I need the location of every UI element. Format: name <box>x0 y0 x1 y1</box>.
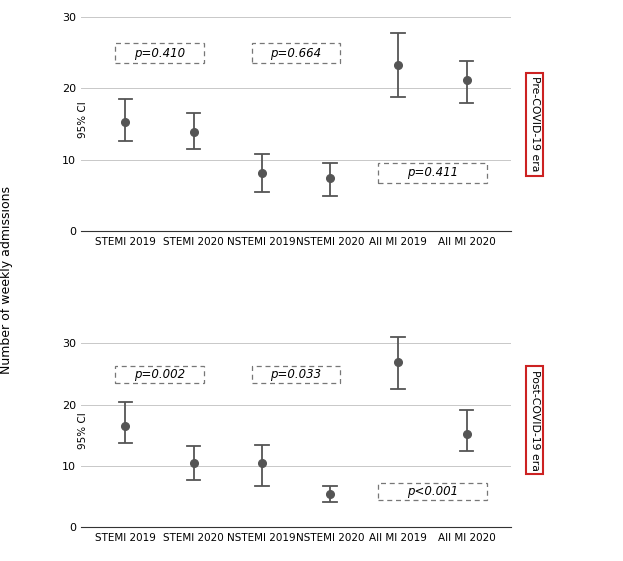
Bar <box>378 482 487 500</box>
Text: Post-COVID-19 era: Post-COVID-19 era <box>530 370 540 471</box>
Text: p=0.411: p=0.411 <box>407 166 458 179</box>
Text: p=0.664: p=0.664 <box>270 47 321 60</box>
Text: p=0.002: p=0.002 <box>134 368 185 381</box>
Bar <box>115 366 204 383</box>
Text: Pre-COVID-19 era: Pre-COVID-19 era <box>530 76 540 172</box>
Bar <box>252 366 340 383</box>
Text: 95% CI: 95% CI <box>78 412 88 449</box>
Text: p<0.001: p<0.001 <box>407 485 458 498</box>
Bar <box>115 43 204 63</box>
Text: 95% CI: 95% CI <box>78 102 88 138</box>
Text: Number of weekly admissions: Number of weekly admissions <box>0 186 12 375</box>
Bar <box>252 43 340 63</box>
Bar <box>378 163 487 183</box>
Text: p=0.033: p=0.033 <box>270 368 321 381</box>
Text: p=0.410: p=0.410 <box>134 47 185 60</box>
